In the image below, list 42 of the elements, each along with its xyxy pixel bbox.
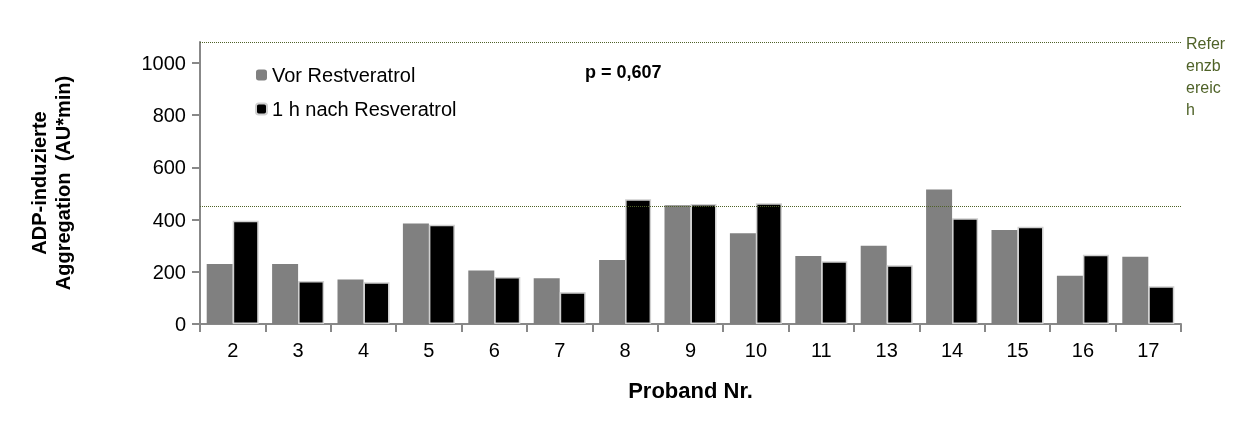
x-tick-label: 11 bbox=[810, 339, 832, 361]
bar bbox=[821, 261, 848, 324]
legend-label: 1 h nach Resveratrol bbox=[272, 98, 457, 120]
x-tick-label: 2 bbox=[227, 339, 239, 361]
x-tick-label: 3 bbox=[292, 339, 304, 361]
x-tick-label: 14 bbox=[940, 339, 964, 361]
bar bbox=[1082, 254, 1109, 324]
bar bbox=[494, 277, 521, 324]
y-tick-label: 600 bbox=[152, 156, 186, 179]
x-tick-label: 4 bbox=[357, 339, 370, 361]
bar bbox=[363, 282, 390, 324]
bar bbox=[755, 203, 782, 324]
bar bbox=[298, 280, 325, 324]
y-tick-label: 400 bbox=[152, 208, 186, 231]
x-tick-label: 17 bbox=[1137, 339, 1160, 361]
ref-line-label: Referenzbereich bbox=[1186, 34, 1226, 118]
bar bbox=[1017, 226, 1044, 324]
bar bbox=[232, 220, 259, 324]
y-tick-label: 800 bbox=[152, 104, 186, 127]
x-tick-label: 7 bbox=[554, 339, 566, 361]
bar bbox=[690, 203, 717, 324]
legend-label: Vor Restveratrol bbox=[272, 64, 416, 86]
x-tick-label: 8 bbox=[619, 339, 631, 361]
x-axis-title: Proband Nr. bbox=[628, 377, 753, 403]
x-tick-label: 16 bbox=[1071, 339, 1095, 361]
y-tick-label: 1000 bbox=[141, 51, 186, 74]
y-tick-label: 200 bbox=[152, 260, 186, 283]
bar bbox=[625, 199, 652, 324]
y-tick-label: 0 bbox=[174, 313, 186, 335]
bar bbox=[952, 218, 979, 324]
x-tick-label: 5 bbox=[423, 339, 435, 361]
bar bbox=[1148, 286, 1175, 324]
bar bbox=[559, 292, 586, 324]
y-axis-title: ADP-induzierte Aggregation (AU*min) bbox=[28, 75, 74, 291]
x-tick-label: 13 bbox=[875, 339, 898, 361]
x-tick-label: 10 bbox=[744, 339, 768, 361]
bar bbox=[886, 265, 913, 324]
annotation: p = 0,607 bbox=[585, 62, 662, 82]
x-tick-label: 6 bbox=[488, 339, 500, 361]
bar bbox=[428, 224, 455, 324]
x-tick-label: 15 bbox=[1006, 339, 1029, 361]
x-tick-label: 9 bbox=[684, 339, 697, 361]
